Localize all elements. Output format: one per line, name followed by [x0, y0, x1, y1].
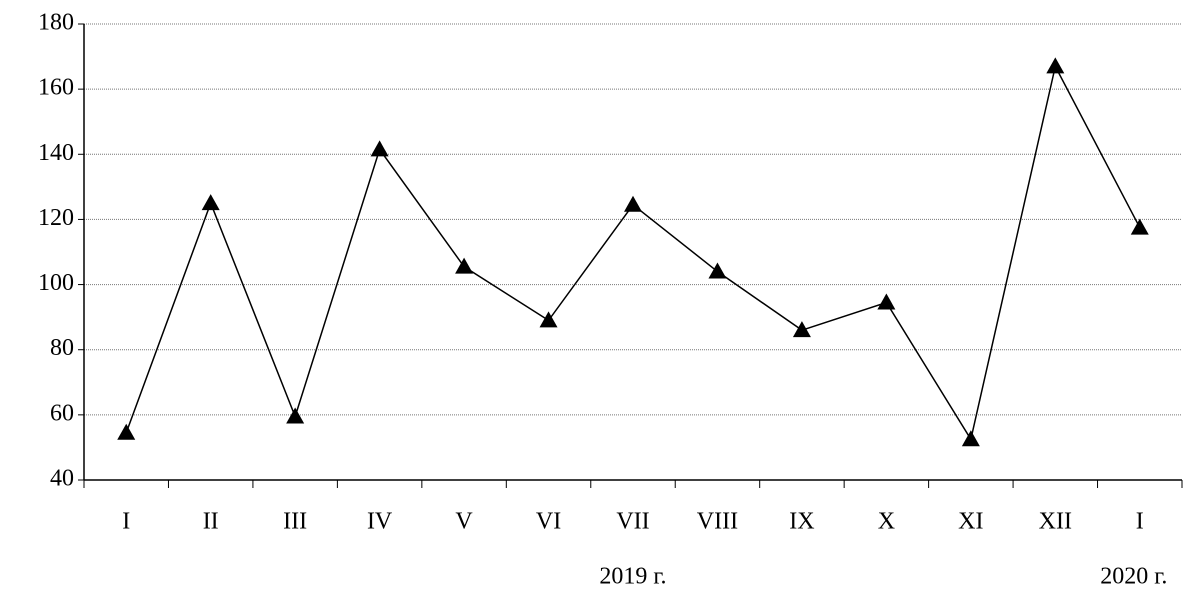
x-tick-label: I — [122, 509, 130, 535]
y-tick-label: 120 — [38, 205, 74, 231]
x-tick-label: IV — [367, 509, 393, 535]
x-tick-label: II — [203, 509, 219, 535]
marker — [1046, 57, 1065, 74]
y-tick-label: 100 — [38, 270, 74, 296]
x-tick-label: VII — [616, 509, 649, 535]
y-tick-label: 180 — [38, 10, 74, 36]
marker — [455, 257, 474, 274]
year-label: 2019 г. — [599, 564, 666, 590]
year-label: 2020 г. — [1100, 564, 1167, 590]
x-tick-label: VIII — [697, 509, 738, 535]
y-tick-label: 40 — [50, 466, 74, 492]
x-tick-label: XI — [958, 509, 983, 535]
y-tick-label: 80 — [50, 335, 74, 361]
x-tick-label: IX — [789, 509, 814, 535]
marker — [286, 407, 305, 424]
marker — [539, 311, 558, 328]
x-tick-label: III — [283, 509, 307, 535]
x-tick-label: V — [455, 509, 473, 535]
y-tick-label: 160 — [38, 75, 74, 101]
marker — [1130, 218, 1149, 235]
y-tick-label: 60 — [50, 400, 74, 426]
marker — [961, 430, 980, 447]
marker — [624, 195, 642, 212]
x-tick-label: XII — [1039, 509, 1072, 535]
x-tick-label: I — [1136, 509, 1144, 535]
line — [125, 64, 1141, 442]
x-tick-label: X — [878, 509, 895, 535]
marker — [877, 293, 896, 310]
y-tick-label: 140 — [38, 140, 74, 166]
marker — [201, 194, 220, 211]
x-tick-label: VI — [536, 509, 561, 535]
marker — [792, 321, 811, 338]
marker — [117, 423, 136, 440]
marker — [708, 262, 727, 279]
marker — [370, 140, 389, 157]
